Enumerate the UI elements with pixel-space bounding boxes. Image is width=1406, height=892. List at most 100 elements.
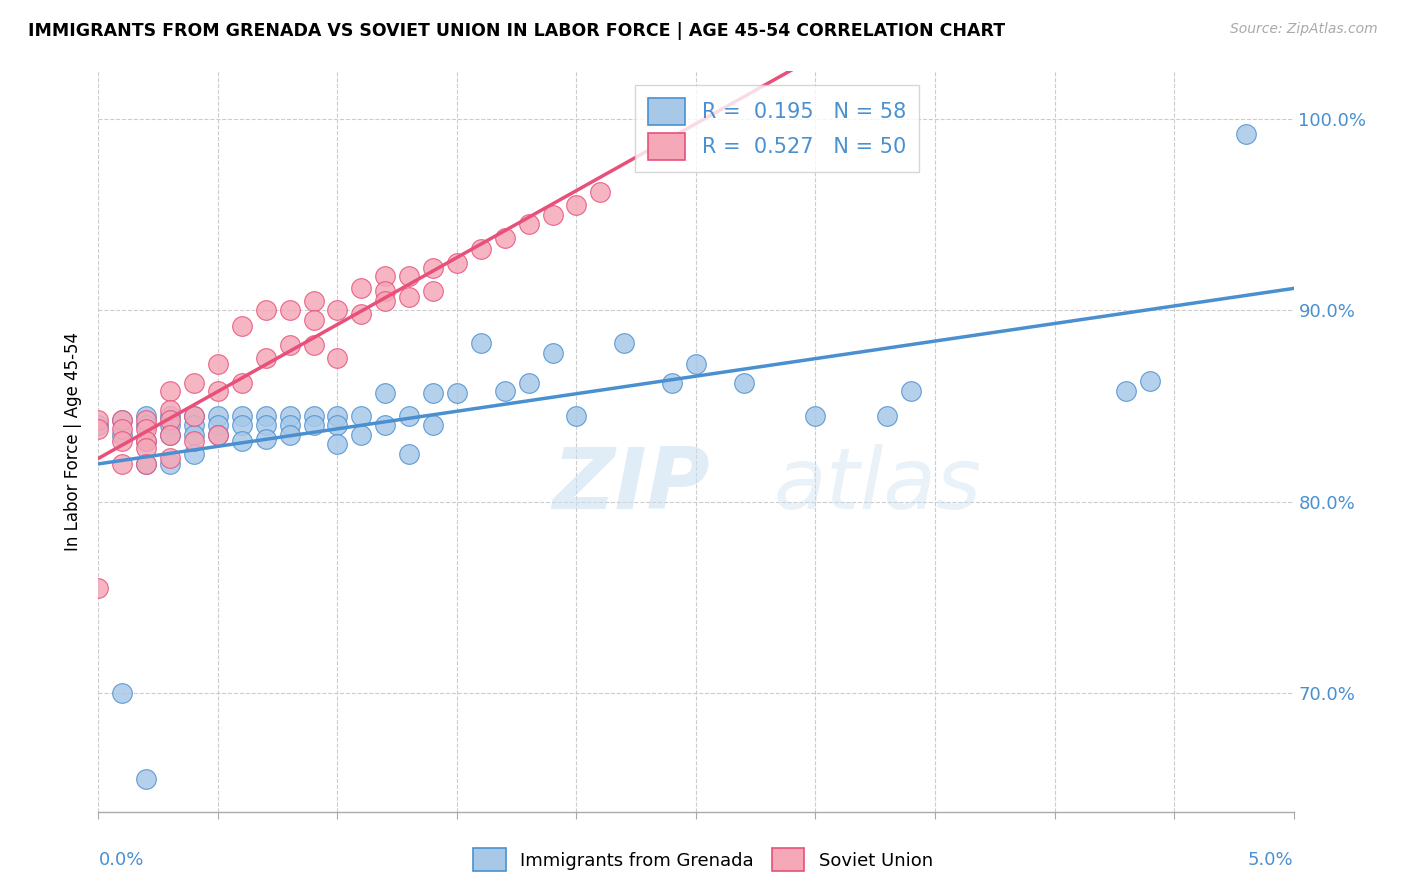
- Point: [398, 409, 420, 423]
- Point: [159, 412, 181, 426]
- Point: [111, 434, 134, 448]
- Point: [159, 427, 181, 442]
- Point: [350, 409, 373, 423]
- Point: [231, 376, 253, 391]
- Point: [374, 418, 396, 433]
- Point: [135, 418, 157, 433]
- Point: [135, 772, 157, 787]
- Point: [254, 303, 277, 318]
- Point: [302, 338, 325, 352]
- Point: [326, 303, 349, 318]
- Point: [207, 427, 229, 442]
- Point: [661, 376, 683, 391]
- Legend: Immigrants from Grenada, Soviet Union: Immigrants from Grenada, Soviet Union: [465, 841, 941, 879]
- Point: [207, 409, 229, 423]
- Point: [207, 427, 229, 442]
- Point: [422, 385, 444, 400]
- Point: [398, 290, 420, 304]
- Point: [374, 268, 396, 283]
- Point: [135, 434, 157, 448]
- Point: [87, 418, 110, 433]
- Point: [183, 376, 205, 391]
- Point: [159, 418, 181, 433]
- Point: [398, 447, 420, 461]
- Point: [494, 231, 516, 245]
- Point: [398, 268, 420, 283]
- Point: [374, 385, 396, 400]
- Point: [900, 384, 922, 398]
- Point: [207, 418, 229, 433]
- Text: atlas: atlas: [773, 444, 981, 527]
- Point: [494, 384, 516, 398]
- Point: [135, 409, 157, 423]
- Point: [183, 418, 205, 433]
- Point: [350, 280, 373, 294]
- Point: [1234, 128, 1257, 142]
- Point: [278, 427, 301, 442]
- Legend: R =  0.195   N = 58, R =  0.527   N = 50: R = 0.195 N = 58, R = 0.527 N = 50: [636, 86, 918, 172]
- Point: [159, 409, 181, 423]
- Point: [159, 403, 181, 417]
- Point: [183, 409, 205, 423]
- Point: [565, 198, 588, 212]
- Point: [231, 409, 253, 423]
- Point: [350, 427, 373, 442]
- Point: [254, 351, 277, 366]
- Point: [876, 409, 898, 423]
- Text: ZIP: ZIP: [553, 444, 710, 527]
- Point: [111, 427, 134, 442]
- Point: [1139, 374, 1161, 388]
- Point: [111, 457, 134, 471]
- Point: [254, 432, 277, 446]
- Point: [111, 412, 134, 426]
- Point: [183, 427, 205, 442]
- Point: [422, 418, 444, 433]
- Point: [374, 293, 396, 308]
- Point: [111, 686, 134, 700]
- Point: [541, 208, 564, 222]
- Point: [302, 293, 325, 308]
- Text: IMMIGRANTS FROM GRENADA VS SOVIET UNION IN LABOR FORCE | AGE 45-54 CORRELATION C: IMMIGRANTS FROM GRENADA VS SOVIET UNION …: [28, 22, 1005, 40]
- Point: [446, 385, 468, 400]
- Point: [111, 422, 134, 436]
- Point: [183, 409, 205, 423]
- Point: [254, 418, 277, 433]
- Point: [326, 418, 349, 433]
- Point: [374, 285, 396, 299]
- Point: [135, 442, 157, 456]
- Point: [159, 450, 181, 465]
- Point: [207, 384, 229, 398]
- Point: [470, 242, 492, 256]
- Point: [326, 351, 349, 366]
- Point: [470, 336, 492, 351]
- Point: [733, 376, 755, 391]
- Point: [135, 434, 157, 448]
- Point: [446, 255, 468, 269]
- Point: [517, 376, 540, 391]
- Point: [804, 409, 827, 423]
- Point: [183, 434, 205, 448]
- Point: [231, 434, 253, 448]
- Point: [87, 422, 110, 436]
- Point: [254, 409, 277, 423]
- Point: [135, 457, 157, 471]
- Point: [159, 427, 181, 442]
- Text: Source: ZipAtlas.com: Source: ZipAtlas.com: [1230, 22, 1378, 37]
- Point: [159, 457, 181, 471]
- Point: [135, 457, 157, 471]
- Point: [326, 409, 349, 423]
- Point: [231, 318, 253, 333]
- Point: [565, 409, 588, 423]
- Point: [278, 338, 301, 352]
- Point: [517, 218, 540, 232]
- Point: [422, 285, 444, 299]
- Point: [278, 409, 301, 423]
- Point: [159, 384, 181, 398]
- Point: [302, 313, 325, 327]
- Point: [589, 185, 612, 199]
- Point: [231, 418, 253, 433]
- Point: [302, 409, 325, 423]
- Point: [422, 261, 444, 276]
- Point: [350, 307, 373, 321]
- Text: 0.0%: 0.0%: [98, 851, 143, 869]
